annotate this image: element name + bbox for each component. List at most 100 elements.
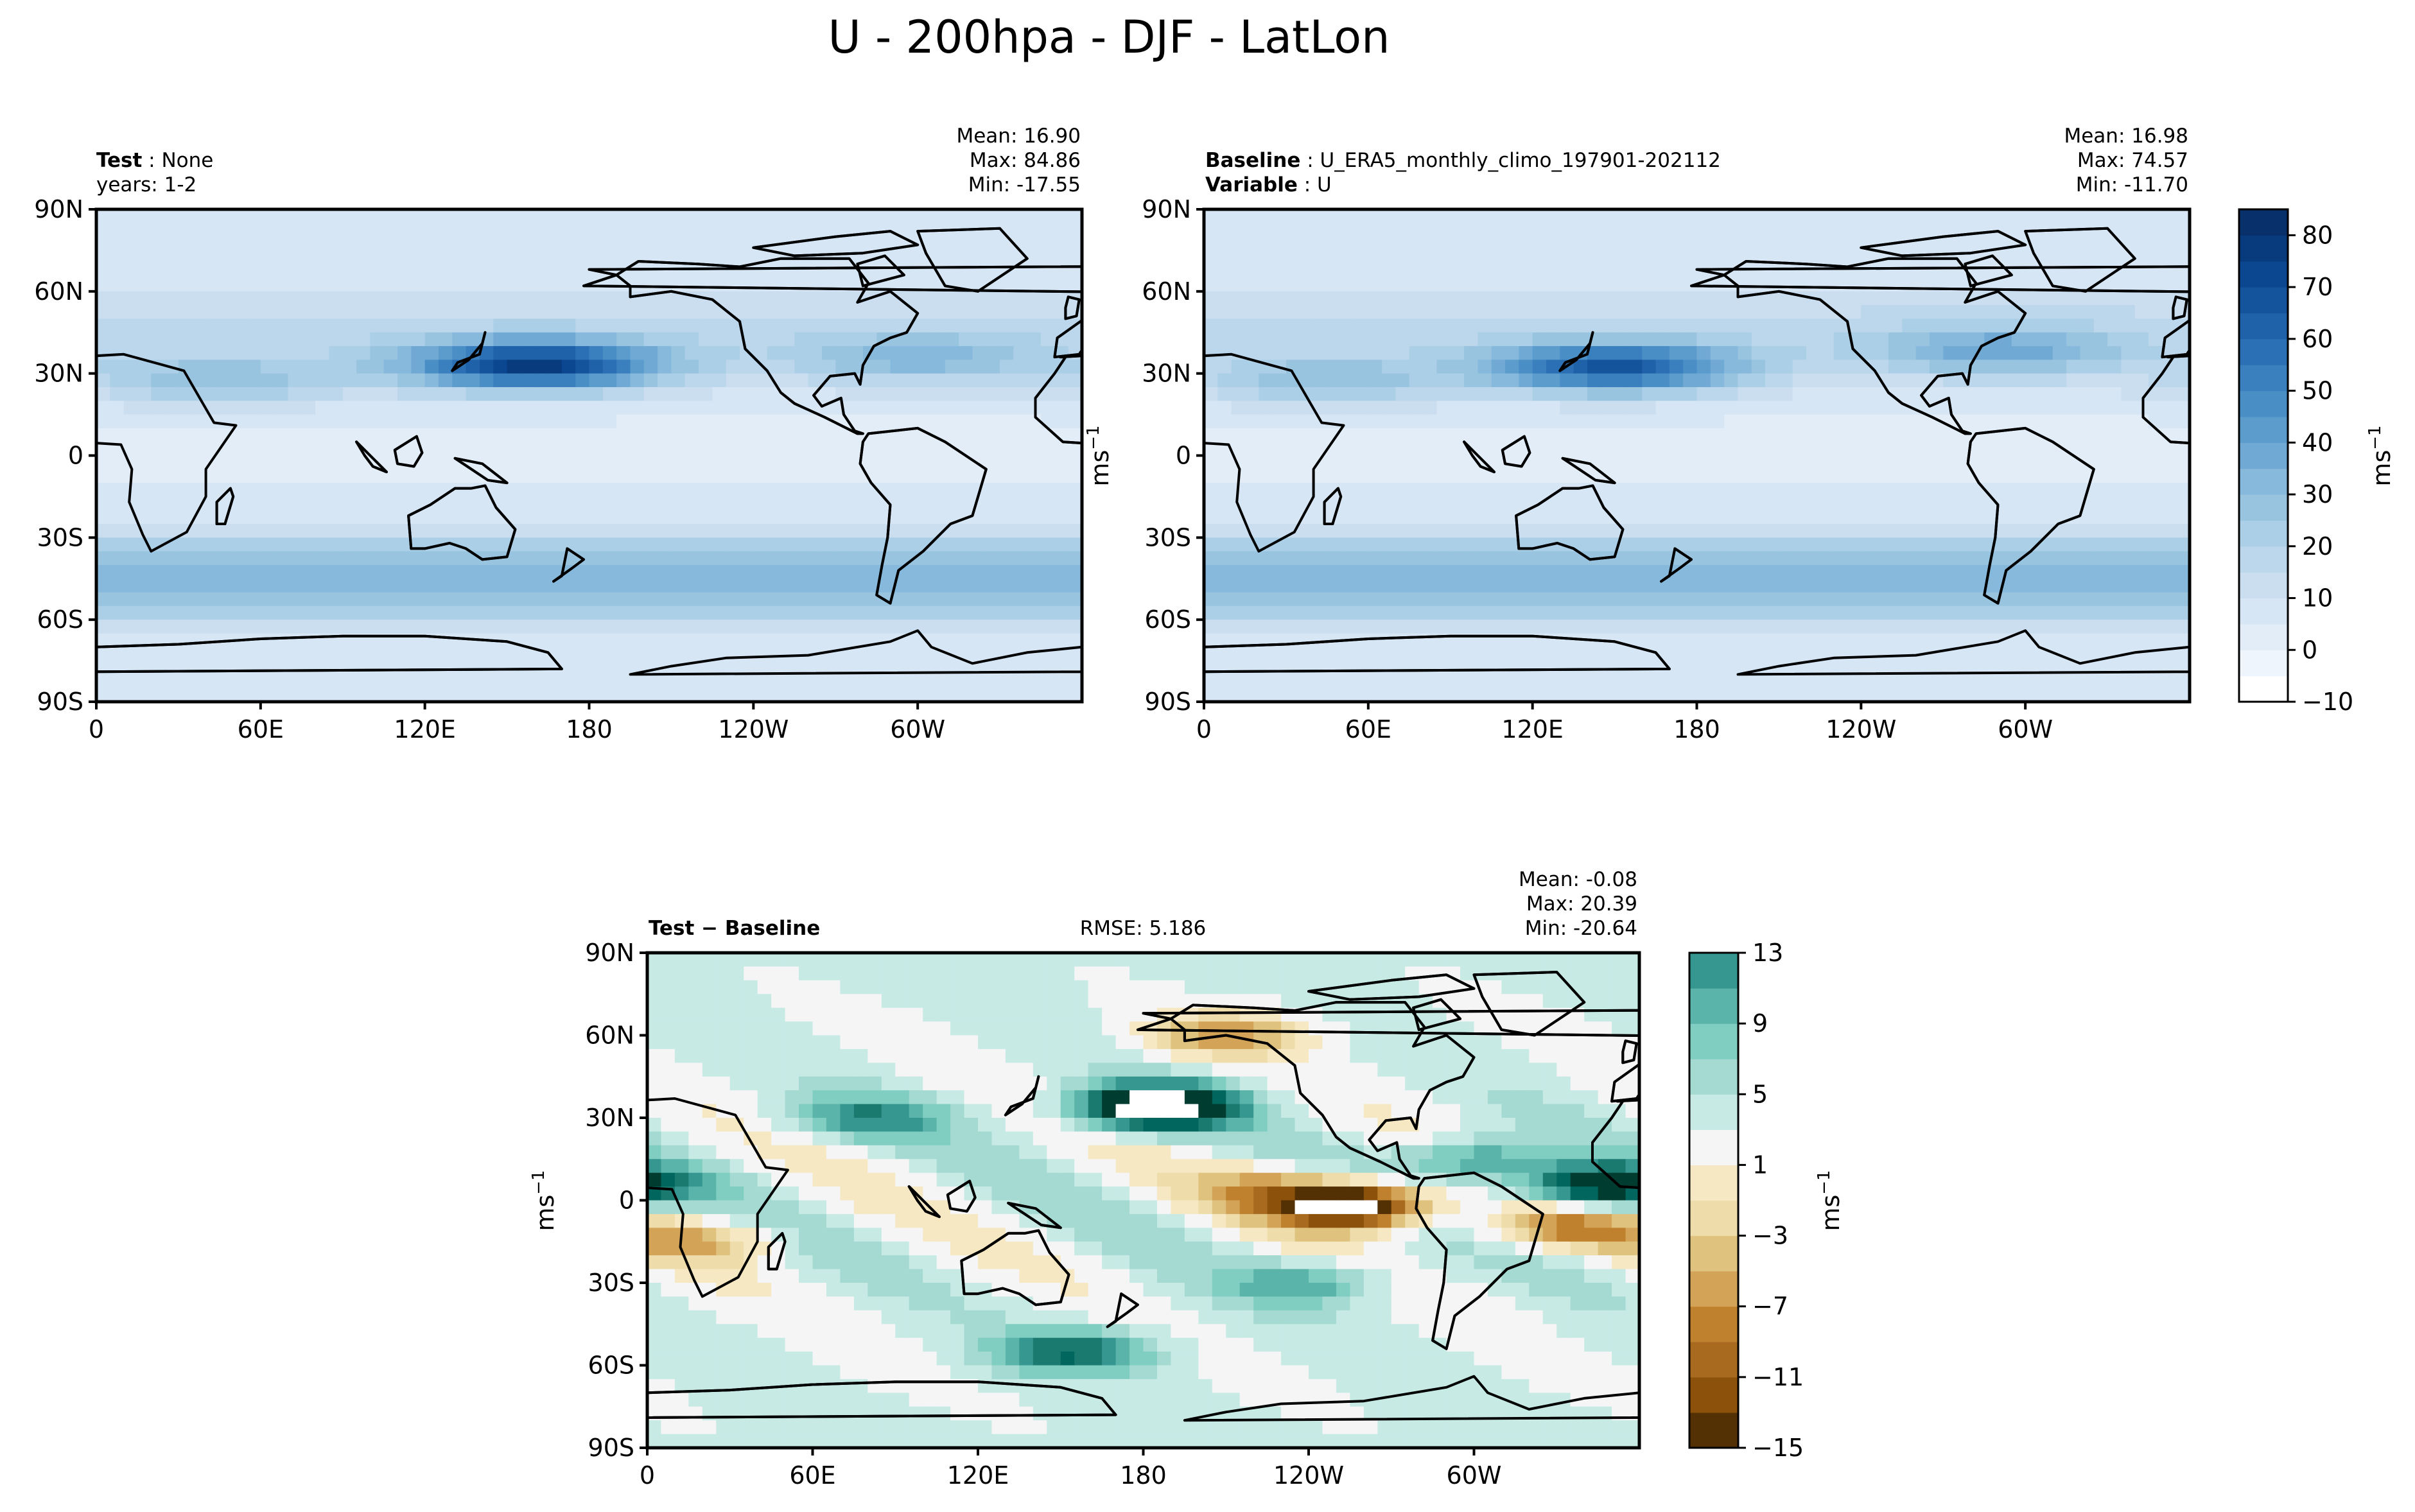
heatmap-cell: [1669, 264, 1684, 279]
heatmap-cell: [671, 661, 686, 675]
heatmap-cell: [794, 223, 809, 238]
heatmap-cell: [397, 578, 412, 593]
heatmap-cell: [370, 564, 385, 580]
heatmap-cell: [356, 264, 371, 279]
heatmap-cell: [411, 236, 426, 251]
heatmap-cell: [1628, 524, 1643, 539]
heatmap-cell: [1341, 401, 1356, 415]
heatmap-cell: [1573, 373, 1588, 388]
heatmap-cell: [1806, 401, 1821, 415]
heatmap-cell: [1861, 469, 1876, 483]
heatmap-cell: [137, 483, 152, 498]
heatmap-cell: [342, 277, 357, 292]
heatmap-cell: [684, 564, 699, 580]
heatmap-cell: [630, 551, 645, 566]
heatmap-cell: [876, 620, 891, 634]
heatmap-cell: [1779, 442, 1793, 456]
heatmap-cell: [712, 592, 727, 607]
heatmap-cell: [986, 620, 1000, 634]
heatmap-cell: [1204, 564, 1219, 580]
heatmap-cell: [876, 360, 891, 374]
heatmap-cell: [767, 483, 781, 498]
heatmap-cell: [548, 483, 562, 498]
heatmap-cell: [1655, 291, 1670, 306]
heatmap-cell: [1368, 387, 1382, 402]
heatmap-cell: [1217, 469, 1232, 483]
heatmap-cell: [808, 223, 823, 238]
heatmap-cell: [794, 469, 809, 483]
heatmap-cell: [1341, 373, 1356, 388]
heatmap-cell: [534, 236, 549, 251]
heatmap-cell: [643, 236, 658, 251]
heatmap-cell: [972, 592, 987, 607]
heatmap-cell: [726, 442, 740, 456]
heatmap-cell: [1710, 496, 1725, 511]
heatmap-cell: [2011, 633, 2026, 648]
heatmap-cell: [726, 537, 740, 552]
heatmap-cell: [630, 236, 645, 251]
heatmap-cell: [110, 346, 125, 361]
heatmap-cell: [1327, 401, 1341, 415]
heatmap-cell: [288, 318, 302, 333]
heatmap-cell: [123, 551, 138, 566]
heatmap-cell: [1354, 469, 1369, 483]
heatmap-cell: [137, 564, 152, 580]
heatmap-cell: [507, 551, 521, 566]
heatmap-cell: [424, 564, 439, 580]
heatmap-cell: [589, 496, 604, 511]
heatmap-cell: [684, 346, 699, 361]
heatmap-cell: [315, 442, 330, 456]
heatmap-cell: [247, 647, 261, 661]
heatmap-cell: [780, 346, 796, 361]
heatmap-cell: [1710, 373, 1725, 388]
heatmap-cell: [794, 442, 809, 456]
heatmap-cell: [712, 688, 727, 702]
heatmap-cell: [329, 250, 344, 265]
heatmap-cell: [1751, 346, 1766, 361]
heatmap-cell: [1765, 483, 1780, 498]
heatmap-cell: [1368, 332, 1382, 347]
heatmap-cell: [1765, 605, 1780, 620]
heatmap-cell: [356, 291, 371, 306]
heatmap-cell: [643, 401, 658, 415]
heatmap-cell: [1957, 469, 1971, 483]
heatmap-cell: [986, 414, 1000, 429]
heatmap-cell: [247, 537, 261, 552]
heatmap-cell: [1423, 277, 1438, 292]
heatmap-cell: [643, 318, 658, 333]
heatmap-cell: [684, 264, 699, 279]
heatmap-cell: [164, 483, 179, 498]
heatmap-cell: [1204, 291, 1219, 306]
heatmap-cell: [1998, 318, 2012, 333]
heatmap-cell: [1300, 524, 1314, 539]
heatmap-cell: [1244, 387, 1260, 402]
heatmap-cell: [1833, 524, 1848, 539]
heatmap-cell: [1560, 483, 1574, 498]
heatmap-cell: [1041, 551, 1056, 566]
heatmap-cell: [602, 524, 617, 539]
heatmap-cell: [876, 661, 891, 675]
heatmap-cell: [589, 442, 604, 456]
heatmap-cell: [123, 387, 138, 402]
heatmap-cell: [1765, 236, 1780, 251]
heatmap-cell: [1013, 305, 1028, 320]
heatmap-cell: [493, 483, 508, 498]
heatmap-cell: [589, 305, 604, 320]
baseline-max: Max: 74.57: [2077, 149, 2188, 172]
heatmap-cell: [712, 469, 727, 483]
heatmap-cell: [397, 209, 412, 224]
heatmap-cell: [945, 236, 959, 251]
heatmap-cell: [1041, 496, 1056, 511]
heatmap-cell: [1505, 661, 1520, 675]
heatmap-cell: [643, 346, 658, 361]
heatmap-cell: [2011, 401, 2026, 415]
heatmap-cell: [452, 346, 467, 361]
heatmap-cell: [835, 688, 850, 702]
heatmap-cell: [1286, 674, 1301, 689]
heatmap-cell: [1464, 524, 1479, 539]
heatmap-cell: [274, 578, 289, 593]
heatmap-cell: [1546, 346, 1561, 361]
heatmap-cell: [1354, 291, 1369, 306]
heatmap-cell: [1244, 605, 1260, 620]
heatmap-cell: [1519, 264, 1533, 279]
